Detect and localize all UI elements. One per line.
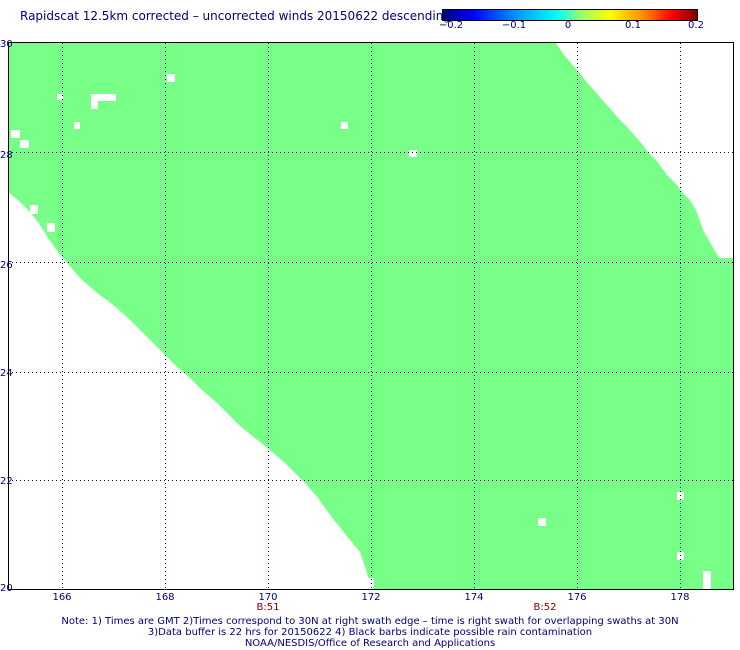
swath-marker-b51: B:51 bbox=[256, 602, 280, 613]
colorbar bbox=[442, 9, 698, 21]
data-gap-4 bbox=[167, 74, 175, 82]
swath-marker-b52: B:52 bbox=[533, 602, 557, 613]
lat-label-20: 20 bbox=[0, 583, 13, 594]
lon-label-174: 174 bbox=[464, 592, 484, 603]
lat-label-22: 22 bbox=[0, 476, 13, 487]
data-gap-10 bbox=[47, 223, 55, 232]
lon-label-166: 166 bbox=[52, 592, 72, 603]
lon-label-178: 178 bbox=[670, 592, 690, 603]
colorbar-tick-pos: 0.1 bbox=[625, 20, 641, 31]
lat-label-24: 24 bbox=[0, 368, 13, 379]
data-gap-7 bbox=[11, 130, 20, 138]
wind-map bbox=[8, 42, 734, 590]
map-frame bbox=[8, 42, 734, 590]
data-gap-8 bbox=[20, 140, 29, 148]
data-gap-3 bbox=[74, 122, 80, 129]
wind-swath-area bbox=[8, 43, 734, 590]
colorbar-tick-min: −0.2 bbox=[438, 20, 464, 31]
colorbar-tick-max: 0.2 bbox=[688, 20, 704, 31]
data-gap-5 bbox=[341, 122, 348, 129]
lat-lon-grid bbox=[8, 43, 734, 590]
lon-label-168: 168 bbox=[155, 592, 175, 603]
note-line-3: NOAA/NESDIS/Office of Research and Appli… bbox=[244, 638, 496, 649]
data-gap-6 bbox=[409, 150, 417, 157]
note-line-2: 3)Data buffer is 22 hrs for 20150622 4) … bbox=[147, 627, 593, 638]
lon-label-172: 172 bbox=[361, 592, 381, 603]
map-title: Rapidscat 12.5km corrected – uncorrected… bbox=[20, 9, 451, 23]
note-line-1: Note: 1) Times are GMT 2)Times correspon… bbox=[61, 616, 679, 627]
lon-label-176: 176 bbox=[567, 592, 587, 603]
data-gap-14 bbox=[703, 571, 711, 590]
lat-label-28: 28 bbox=[0, 150, 13, 161]
lat-label-30: 30 bbox=[0, 39, 13, 50]
swath-polygon bbox=[8, 43, 734, 590]
colorbar-tick-neg: −0.1 bbox=[501, 20, 527, 31]
data-gap-1 bbox=[91, 94, 116, 101]
data-gap-9 bbox=[30, 205, 38, 214]
data-gap-15 bbox=[366, 578, 374, 590]
data-gap-2 bbox=[91, 101, 98, 109]
data-gap-11 bbox=[538, 518, 546, 526]
data-gap-0 bbox=[57, 94, 63, 100]
colorbar-tick-zero: 0 bbox=[564, 20, 572, 31]
lon-label-170: 170 bbox=[258, 592, 278, 603]
lat-label-26: 26 bbox=[0, 260, 13, 271]
